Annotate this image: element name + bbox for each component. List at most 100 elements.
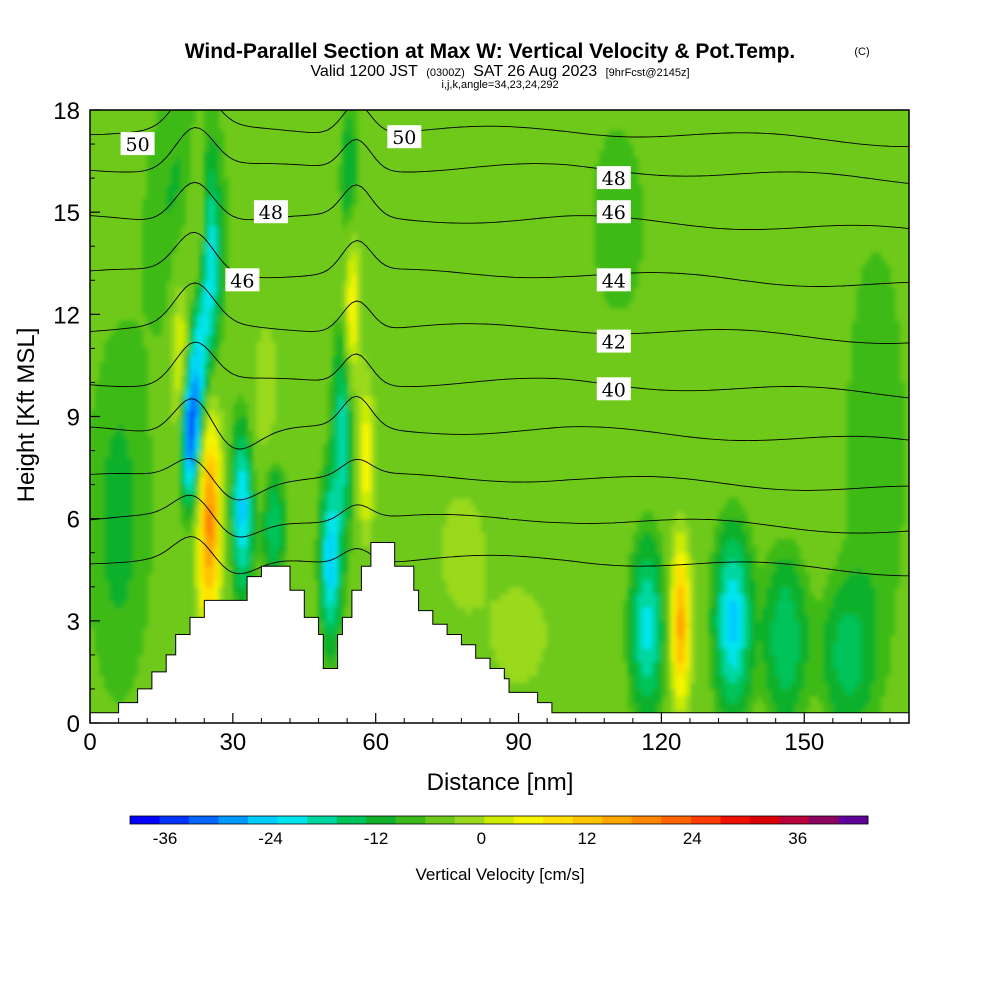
- field-cell: [832, 620, 839, 629]
- field-cell: [370, 423, 377, 431]
- field-cell: [775, 641, 782, 649]
- field-cell: [256, 348, 263, 356]
- field-cell: [132, 586, 139, 595]
- field-cell: [342, 491, 348, 499]
- field-cell: [261, 327, 267, 336]
- field-cell: [137, 327, 143, 336]
- field-cell: [189, 491, 196, 499]
- field-cell: [556, 648, 562, 656]
- field-cell: [613, 239, 620, 247]
- field-cell: [485, 484, 491, 493]
- field-cell: [332, 600, 339, 608]
- field-cell: [204, 137, 210, 145]
- field-cell: [189, 436, 196, 445]
- field-cell: [142, 225, 148, 234]
- field-cell: [485, 525, 491, 533]
- field-cell: [261, 314, 267, 322]
- field-cell: [751, 566, 758, 574]
- field-cell: [875, 450, 882, 458]
- field-cell: [332, 634, 339, 642]
- field-cell: [280, 348, 286, 356]
- field-cell: [161, 232, 167, 241]
- field-cell: [675, 702, 682, 710]
- field-cell: [104, 368, 110, 377]
- field-cell: [99, 566, 105, 574]
- field-cell: [770, 641, 777, 649]
- field-cell: [332, 579, 339, 588]
- field-cell: [885, 293, 891, 302]
- field-cell: [632, 239, 639, 247]
- field-cell: [128, 634, 134, 642]
- field-cell: [718, 654, 724, 663]
- field-cell: [451, 573, 458, 581]
- field-cell: [204, 539, 210, 547]
- field-cell: [880, 654, 886, 663]
- field-cell: [875, 634, 882, 642]
- field-cell: [780, 634, 786, 642]
- field-cell: [328, 607, 334, 615]
- field-cell: [94, 491, 101, 499]
- field-cell: [866, 525, 872, 533]
- field-cell: [461, 579, 467, 588]
- field-cell: [718, 620, 724, 629]
- field-cell: [361, 525, 367, 533]
- field-cell: [361, 307, 367, 315]
- field-cell: [342, 130, 348, 138]
- field-cell: [837, 559, 843, 567]
- field-cell: [794, 702, 801, 710]
- field-cell: [847, 436, 853, 445]
- field-cell: [489, 627, 496, 636]
- field-cell: [347, 532, 353, 540]
- field-cell: [728, 566, 734, 574]
- field-cell: [90, 450, 96, 458]
- field-cell: [170, 150, 177, 159]
- field-cell: [218, 287, 224, 295]
- field-cell: [856, 355, 862, 363]
- field-cell: [270, 389, 277, 397]
- field-cell: [537, 607, 543, 615]
- field-cell: [647, 634, 653, 642]
- field-cell: [432, 525, 439, 533]
- field-cell: [794, 654, 801, 663]
- field-cell: [851, 436, 858, 445]
- field-cell: [851, 682, 858, 690]
- field-cell: [347, 137, 353, 145]
- field-cell: [761, 668, 767, 676]
- field-cell: [480, 477, 486, 486]
- field-cell: [547, 620, 553, 629]
- field-cell: [328, 518, 334, 527]
- field-cell: [847, 559, 853, 567]
- field-cell: [875, 287, 882, 295]
- field-cell: [528, 641, 534, 649]
- field-cell: [780, 620, 786, 629]
- field-cell: [885, 545, 891, 554]
- field-cell: [680, 607, 686, 615]
- field-cell: [366, 545, 372, 554]
- field-cell: [632, 532, 639, 540]
- field-cell: [251, 396, 258, 404]
- field-cell: [328, 552, 334, 561]
- field-cell: [870, 641, 877, 649]
- field-cell: [366, 375, 372, 384]
- field-cell: [351, 280, 358, 288]
- field-cell: [737, 634, 743, 642]
- field-cell: [523, 586, 529, 595]
- field-cell: [170, 355, 177, 363]
- field-cell: [228, 491, 234, 499]
- field-cell: [442, 491, 448, 499]
- field-cell: [151, 300, 158, 309]
- field-cell: [347, 518, 353, 527]
- field-cell: [356, 382, 363, 390]
- field-cell: [185, 150, 191, 159]
- field-cell: [204, 518, 210, 527]
- field-cell: [666, 620, 672, 629]
- field-cell: [194, 511, 201, 520]
- field-cell: [161, 123, 167, 132]
- field-cell: [209, 341, 215, 349]
- field-cell: [832, 579, 839, 588]
- field-cell: [513, 627, 520, 636]
- field-cell: [175, 110, 182, 118]
- field-cell: [718, 525, 724, 533]
- field-cell: [147, 171, 153, 179]
- field-cell: [732, 668, 739, 676]
